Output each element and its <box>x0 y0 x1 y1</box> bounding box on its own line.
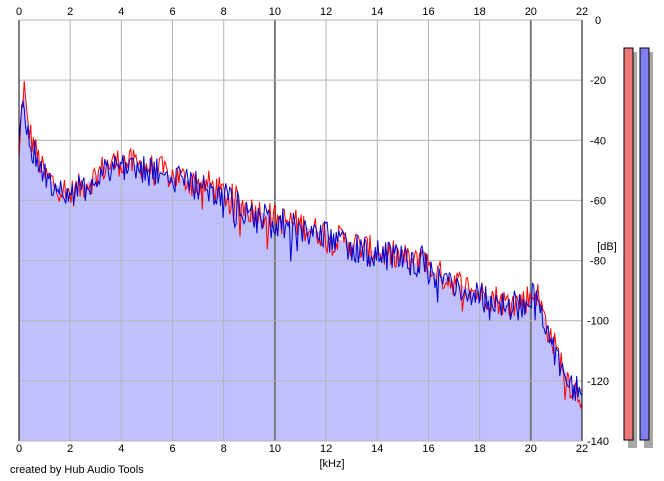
x-tick-label-top: 4 <box>118 6 124 18</box>
x-tick-label-bottom: 20 <box>525 443 537 455</box>
x-tick-label-top: 18 <box>474 6 486 18</box>
x-tick-label-top: 6 <box>169 6 175 18</box>
y-tick-label: -100 <box>587 316 609 328</box>
x-tick-label-top: 10 <box>269 6 281 18</box>
level-meters <box>623 47 653 448</box>
level-meter-right <box>639 47 650 441</box>
x-tick-label-top: 14 <box>371 6 383 18</box>
x-tick-label-top: 12 <box>320 6 332 18</box>
y-axis-label: [dB] <box>597 241 617 253</box>
x-tick-label-bottom: 18 <box>474 443 486 455</box>
x-tick-label-bottom: 12 <box>320 443 332 455</box>
x-tick-label-bottom: 16 <box>422 443 434 455</box>
x-tick-label-top: 8 <box>221 6 227 18</box>
credit-text: created by Hub Audio Tools <box>10 464 144 476</box>
y-tick-label: -20 <box>590 75 606 87</box>
x-tick-label-top: 16 <box>422 6 434 18</box>
plot-frame <box>18 19 583 442</box>
x-tick-label-bottom: 22 <box>576 443 588 455</box>
series-layer <box>18 80 583 410</box>
level-meter-left <box>623 47 634 441</box>
y-tick-label: -40 <box>590 135 606 147</box>
y-tick-label: -120 <box>587 376 609 388</box>
x-tick-label-bottom: 10 <box>269 443 281 455</box>
x-tick-label-top: 2 <box>67 6 73 18</box>
x-axis-label: [kHz] <box>319 458 344 470</box>
x-tick-label-bottom: 4 <box>118 443 124 455</box>
x-tick-label-top: 22 <box>576 6 588 18</box>
x-tick-label-bottom: 8 <box>221 443 227 455</box>
y-tick-label: -80 <box>590 256 606 268</box>
x-tick-label-bottom: 14 <box>371 443 383 455</box>
x-tick-label-bottom: 2 <box>67 443 73 455</box>
x-tick-labels-bottom: 0 2 4 6 8 10 12 14 16 18 20 22 <box>16 443 588 455</box>
x-tick-labels-top: 0 2 4 6 8 10 12 14 16 18 20 22 <box>16 6 588 18</box>
x-tick-label-top: 20 <box>525 6 537 18</box>
x-tick-label-bottom: 0 <box>16 443 22 455</box>
y-tick-labels: 0 -20 -40 -60 -80 -100 -120 -140 <box>587 15 609 448</box>
series-line-left <box>18 80 583 410</box>
y-tick-label: -140 <box>587 436 609 448</box>
y-tick-label: -60 <box>590 195 606 207</box>
x-tick-label-bottom: 6 <box>169 443 175 455</box>
series-line-right <box>18 100 583 401</box>
y-tick-label: 0 <box>595 15 601 27</box>
x-tick-label-top: 0 <box>16 6 22 18</box>
